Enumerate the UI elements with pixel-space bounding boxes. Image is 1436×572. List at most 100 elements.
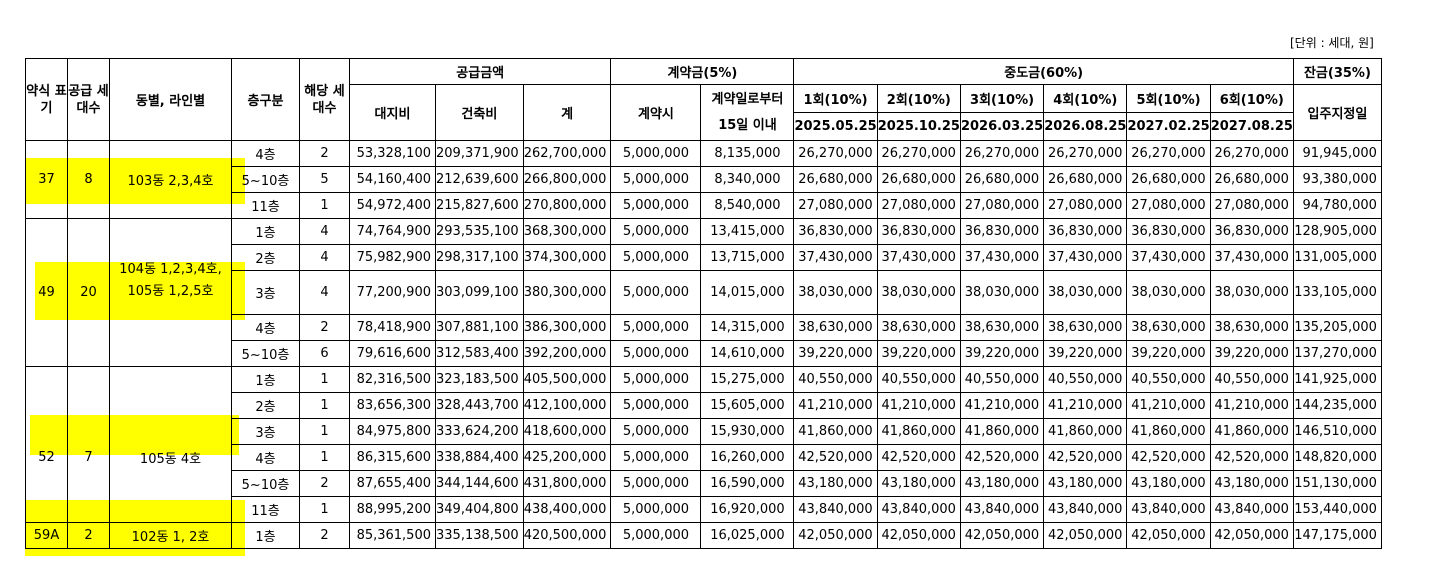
amount-cell: 38,630,000 [959, 314, 1045, 341]
amount-cell: 41,210,000 [876, 392, 961, 419]
installment-label: 1회(10%) [793, 84, 878, 113]
installment-label: 4회(10%) [1043, 84, 1128, 113]
floor-cell: 4층 [231, 444, 300, 471]
amount-cell: 41,860,000 [959, 418, 1045, 445]
amount-cell: 418,600,000 [522, 418, 612, 445]
price-table: 약식 표기 공급 세대수 동별, 라인별 층구분 해당 세대수 공급금액 계약금… [25, 58, 1382, 549]
amount-cell: 85,361,500 [349, 522, 436, 549]
group-type [25, 392, 68, 419]
installment-date: 2026.03.25 [959, 112, 1045, 141]
amount-cell: 39,220,000 [959, 340, 1045, 367]
unit-note: [단위 : 세대, 원] [1290, 36, 1374, 50]
amount-cell: 42,050,000 [876, 522, 961, 549]
floor-cell: 2층 [231, 244, 300, 271]
price-table-body: 4층 2 53,328,100 209,371,900 262,700,000 5,000… [25, 140, 1382, 549]
group-type [25, 192, 68, 219]
amount-cell: 5,000,000 [610, 166, 702, 193]
units-cell: 1 [299, 366, 350, 393]
amount-cell: 392,200,000 [522, 340, 612, 367]
amount-cell: 328,443,700 [435, 392, 524, 419]
amount-cell: 41,210,000 [1126, 392, 1211, 419]
amount-cell: 79,616,600 [349, 340, 436, 367]
amount-cell: 41,210,000 [1209, 392, 1294, 419]
group-supply [67, 470, 110, 497]
amount-cell: 349,404,800 [435, 496, 524, 523]
amount-cell: 36,830,000 [876, 218, 961, 245]
amount-cell: 5,000,000 [610, 192, 702, 219]
header-move-in: 입주지정일 [1292, 84, 1382, 141]
amount-cell: 380,300,000 [522, 270, 612, 315]
amount-cell: 39,220,000 [793, 340, 878, 367]
amount-cell: 93,380,000 [1292, 166, 1382, 193]
amount-cell: 43,180,000 [876, 470, 961, 497]
amount-cell: 8,540,000 [700, 192, 795, 219]
amount-cell: 42,520,000 [876, 444, 961, 471]
table-row: 37 8 103동 2,3,4호 5~10층 5 54,160,400 212,639,60… [25, 166, 1382, 193]
amount-cell: 42,050,000 [1043, 522, 1128, 549]
units-cell: 4 [299, 244, 350, 271]
amount-cell: 40,550,000 [959, 366, 1045, 393]
installment-date: 2026.08.25 [1043, 112, 1128, 141]
amount-cell: 37,430,000 [1043, 244, 1128, 271]
amount-cell: 41,860,000 [1043, 418, 1128, 445]
group-location [109, 340, 232, 367]
amount-cell: 151,130,000 [1292, 470, 1382, 497]
amount-cell: 148,820,000 [1292, 444, 1382, 471]
group-type [25, 218, 68, 245]
units-cell: 1 [299, 392, 350, 419]
amount-cell: 26,270,000 [793, 140, 878, 167]
table-row: 4층 2 53,328,100 209,371,900 262,700,000 5,000… [25, 140, 1382, 167]
table-row: 2층 1 83,656,300 328,443,700 412,100,000 5,000… [25, 392, 1382, 419]
amount-cell: 43,180,000 [1126, 470, 1211, 497]
amount-cell: 335,138,500 [435, 522, 524, 549]
amount-cell: 323,183,500 [435, 366, 524, 393]
amount-cell: 36,830,000 [793, 218, 878, 245]
group-location [109, 314, 232, 341]
group-location: 103동 2,3,4호 [109, 166, 232, 193]
group-location [109, 418, 232, 445]
amount-cell: 40,550,000 [1043, 366, 1128, 393]
amount-cell: 5,000,000 [610, 522, 702, 549]
amount-cell: 137,270,000 [1292, 340, 1382, 367]
amount-cell: 41,210,000 [1043, 392, 1128, 419]
amount-cell: 13,715,000 [700, 244, 795, 271]
amount-cell: 412,100,000 [522, 392, 612, 419]
header-balance: 잔금(35%) [1292, 58, 1382, 85]
amount-cell: 54,972,400 [349, 192, 436, 219]
amount-cell: 38,030,000 [1209, 270, 1294, 315]
amount-cell: 43,180,000 [959, 470, 1045, 497]
table-row: 4층 2 78,418,900 307,881,100 386,300,000 5,000… [25, 314, 1382, 341]
floor-cell: 4층 [231, 314, 300, 341]
floor-cell: 5~10층 [231, 340, 300, 367]
group-type [25, 366, 68, 393]
amount-cell: 39,220,000 [876, 340, 961, 367]
group-location [109, 496, 232, 523]
amount-cell: 14,015,000 [700, 270, 795, 315]
amount-cell: 5,000,000 [610, 496, 702, 523]
amount-cell: 43,840,000 [876, 496, 961, 523]
amount-cell: 38,630,000 [1126, 314, 1211, 341]
group-supply [67, 392, 110, 419]
amount-cell: 37,430,000 [1209, 244, 1294, 271]
amount-cell: 38,630,000 [1043, 314, 1128, 341]
amount-cell: 368,300,000 [522, 218, 612, 245]
installment-date: 2027.08.25 [1209, 112, 1294, 141]
amount-cell: 39,220,000 [1209, 340, 1294, 367]
table-row: 59A 2 102동 1, 2호 1층 2 85,361,500 335,138,500 42… [25, 522, 1382, 549]
installment-label: 2회(10%) [876, 84, 961, 113]
amount-cell: 53,328,100 [349, 140, 436, 167]
amount-cell: 312,583,400 [435, 340, 524, 367]
amount-cell: 8,135,000 [700, 140, 795, 167]
installment-date: 2027.02.25 [1126, 112, 1211, 141]
amount-cell: 344,144,600 [435, 470, 524, 497]
amount-cell: 27,080,000 [793, 192, 878, 219]
group-supply: 7 [67, 444, 110, 471]
amount-cell: 262,700,000 [522, 140, 612, 167]
amount-cell: 5,000,000 [610, 470, 702, 497]
amount-cell: 42,050,000 [959, 522, 1045, 549]
amount-cell: 131,005,000 [1292, 244, 1382, 271]
amount-cell: 420,500,000 [522, 522, 612, 549]
amount-cell: 5,000,000 [610, 418, 702, 445]
amount-cell: 43,840,000 [1209, 496, 1294, 523]
group-supply: 20 [67, 270, 110, 315]
